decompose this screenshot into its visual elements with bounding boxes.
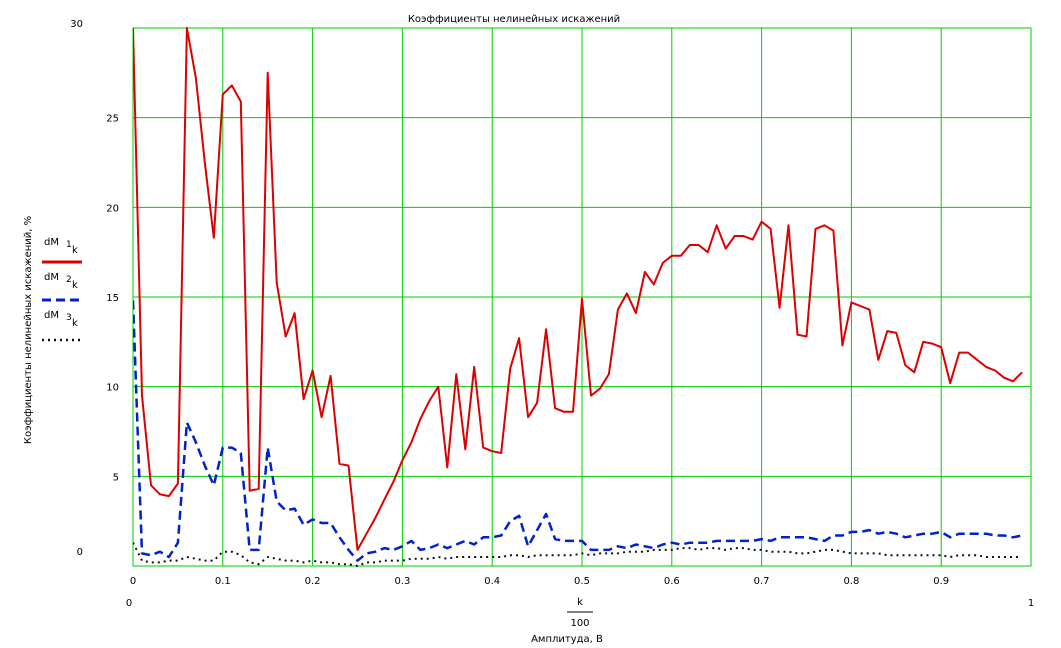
y-range-top-label: 30: [70, 19, 83, 30]
legend-label-sup: 1: [66, 240, 72, 250]
x-tick-label: 0.3: [394, 576, 410, 587]
legend-label-sub: k: [72, 245, 78, 256]
x-axis-expr-denominator: 100: [570, 618, 589, 629]
x-range-right-label: 1: [1028, 598, 1034, 609]
x-tick-label: 0.4: [484, 576, 500, 587]
x-tick-label: 0.2: [305, 576, 321, 587]
legend-label-sub: k: [72, 280, 78, 291]
x-range-left-label: 0: [126, 598, 132, 609]
series-line-dM2k: [133, 300, 1023, 562]
legend-entry-dM3k: dM 3 k: [42, 310, 82, 342]
legend-label-base: dM: [44, 310, 59, 321]
legend-label-sup: 2: [66, 275, 72, 285]
chart-title: Коэффициенты нелинейных искажений: [408, 14, 620, 25]
series-line-dM3k: [133, 542, 1022, 567]
x-tick-label: 0.5: [574, 576, 590, 587]
x-tick-label: 0.9: [933, 576, 949, 587]
y-tick-label: 20: [106, 203, 119, 214]
x-tick-label: 0.6: [664, 576, 680, 587]
x-tick-label: 0.8: [843, 576, 859, 587]
y-tick-label: 15: [106, 293, 119, 304]
y-tick-label: 25: [106, 114, 119, 125]
y-range-bottom-label: 0: [77, 547, 83, 558]
series-lines: [133, 27, 1023, 567]
legend-entry-dM2k: dM 2 k: [42, 272, 82, 302]
legend: dM 1 k dM 2 k dM 3 k: [42, 237, 82, 342]
x-tick-label: 0: [130, 576, 136, 587]
legend-label-base: dM: [44, 272, 59, 283]
y-tick-labels: 5 10 15 20 25: [106, 114, 119, 484]
x-axis-label: Амплитуда, В: [531, 634, 603, 645]
y-tick-label: 10: [106, 383, 119, 394]
series-line-dM1k: [133, 27, 1023, 551]
legend-label-base: dM: [44, 237, 59, 248]
x-tick-label: 0.7: [754, 576, 770, 587]
x-tick-label: 0.1: [215, 576, 231, 587]
legend-entry-dM1k: dM 1 k: [42, 237, 82, 264]
legend-label-sub: k: [72, 318, 78, 329]
legend-label-sup: 3: [66, 313, 72, 323]
y-axis-label: Коэффициенты нелинейных искажений, %: [23, 216, 34, 444]
y-tick-label: 5: [113, 472, 119, 483]
x-tick-labels: 0 0.1 0.2 0.3 0.4 0.5 0.6 0.7 0.8 0.9: [130, 576, 949, 587]
grid: [132, 27, 1032, 567]
x-axis-expr-numerator: k: [577, 597, 583, 608]
